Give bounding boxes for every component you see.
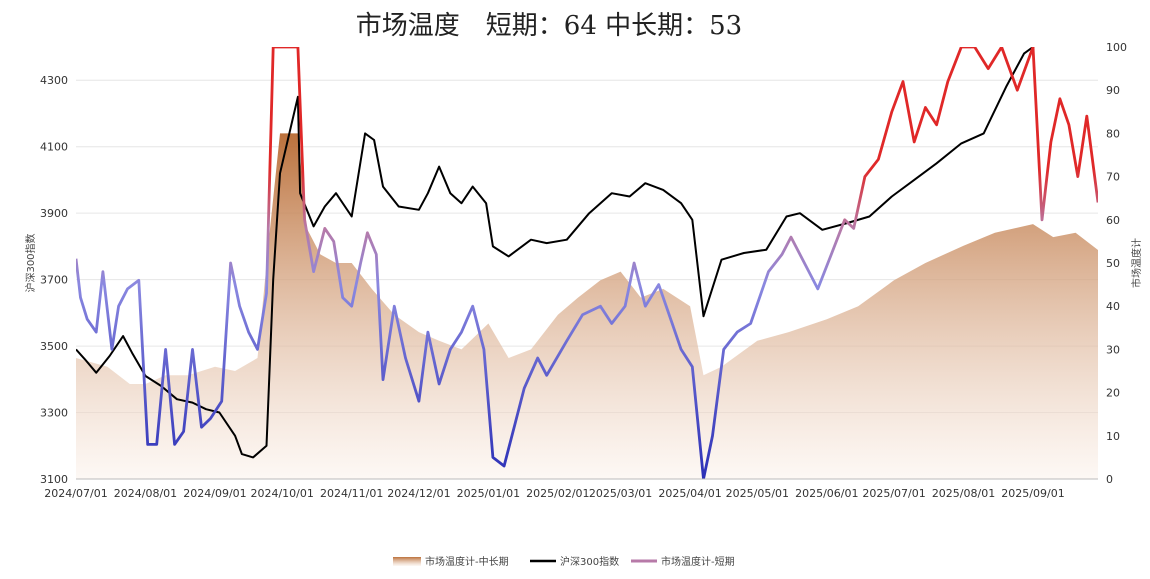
right-tick-label: 40 (1106, 300, 1120, 313)
right-tick-label: 70 (1106, 171, 1120, 184)
right-axis-ticks: 0 10 20 30 40 50 60 70 80 90 100 (1106, 41, 1127, 486)
right-tick-label: 0 (1106, 473, 1113, 486)
x-tick-label: 2024/07/01 (44, 487, 107, 500)
x-tick-label: 2025/04/01 (658, 487, 721, 500)
x-tick-label: 2024/10/01 (250, 487, 313, 500)
x-tick-label: 2024/12/01 (387, 487, 450, 500)
legend-label-short-term: 市场温度计-短期 (661, 555, 735, 568)
left-tick-label: 3500 (40, 340, 68, 353)
left-tick-label: 4300 (40, 74, 68, 87)
legend-item-long-term: 市场温度计-中长期 (393, 555, 509, 568)
left-tick-label: 3300 (40, 407, 68, 420)
legend-item-short-term: 市场温度计-短期 (631, 555, 735, 568)
series-long-term-area (76, 133, 1098, 479)
x-tick-label: 2024/09/01 (183, 487, 246, 500)
right-tick-label: 100 (1106, 41, 1127, 54)
right-tick-label: 20 (1106, 387, 1120, 400)
right-tick-label: 10 (1106, 430, 1120, 443)
legend: 市场温度计-中长期 沪深300指数 市场温度计-短期 (393, 555, 735, 568)
chart-title: 市场温度 短期：64 中长期：53 (356, 11, 742, 41)
series-layer (76, 47, 1098, 479)
x-tick-label: 2025/03/01 (589, 487, 652, 500)
x-tick-label: 2025/01/01 (457, 487, 520, 500)
series-short-term-line (76, 47, 1098, 479)
right-tick-label: 80 (1106, 127, 1120, 140)
x-tick-label: 2025/05/01 (726, 487, 789, 500)
legend-label-index: 沪深300指数 (560, 555, 619, 568)
right-axis-title: 市场温度计 (1130, 238, 1143, 288)
left-tick-label: 3900 (40, 207, 68, 220)
left-tick-label: 3100 (40, 473, 68, 486)
left-axis-ticks: 3100 3300 3500 3700 3900 4100 4300 (40, 74, 68, 486)
right-tick-label: 90 (1106, 84, 1120, 97)
x-tick-label: 2025/08/01 (932, 487, 995, 500)
x-tick-label: 2025/02/01 (526, 487, 589, 500)
legend-label-long-term: 市场温度计-中长期 (425, 555, 509, 568)
x-tick-label: 2025/06/01 (795, 487, 858, 500)
right-tick-label: 30 (1106, 343, 1120, 356)
x-axis-ticks: 2024/07/01 2024/08/01 2024/09/01 2024/10/01… (44, 487, 1064, 500)
x-tick-label: 2025/07/01 (862, 487, 925, 500)
legend-item-index: 沪深300指数 (530, 555, 619, 568)
x-tick-label: 2024/11/01 (320, 487, 383, 500)
x-tick-label: 2024/08/01 (114, 487, 177, 500)
legend-swatch-long-term (393, 557, 421, 566)
left-tick-label: 4100 (40, 141, 68, 154)
right-tick-label: 60 (1106, 214, 1120, 227)
left-axis-title: 沪深300指数 (24, 233, 37, 292)
series-index-line (76, 47, 1035, 459)
left-tick-label: 3700 (40, 274, 68, 287)
right-tick-label: 50 (1106, 257, 1120, 270)
x-tick-label: 2025/09/01 (1001, 487, 1064, 500)
